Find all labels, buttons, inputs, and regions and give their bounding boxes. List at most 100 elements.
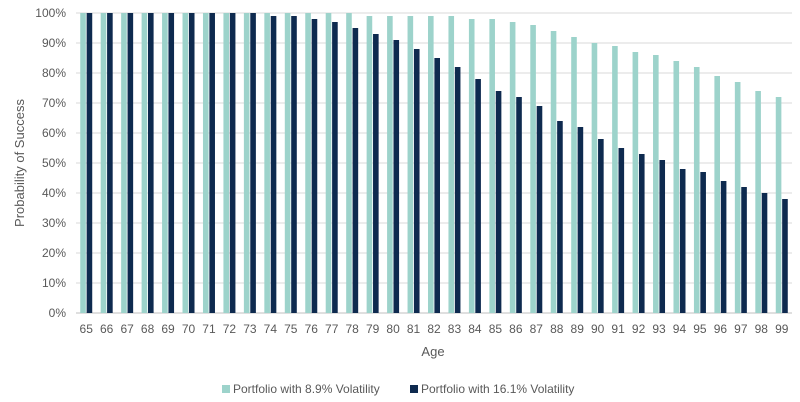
y-tick-label: 80% bbox=[42, 66, 66, 80]
x-tick-label: 66 bbox=[100, 322, 114, 336]
x-tick-label: 74 bbox=[264, 322, 278, 336]
bar-series-1 bbox=[387, 16, 393, 313]
x-tick-label: 67 bbox=[120, 322, 134, 336]
x-axis-title: Age bbox=[421, 344, 444, 359]
bars bbox=[80, 13, 788, 313]
bar-series-1 bbox=[141, 13, 148, 313]
bar-series-1 bbox=[264, 13, 270, 313]
bar-series-2 bbox=[311, 19, 318, 313]
x-tick-label: 69 bbox=[161, 322, 175, 336]
bar-series-2 bbox=[332, 22, 338, 313]
x-tick-label: 77 bbox=[325, 322, 339, 336]
x-tick-label: 87 bbox=[530, 322, 544, 336]
x-tick-label: 88 bbox=[550, 322, 564, 336]
bar-series-2 bbox=[373, 34, 379, 313]
bar-series-2 bbox=[127, 13, 134, 313]
bar-series-1 bbox=[591, 43, 598, 313]
bar-series-2 bbox=[454, 67, 461, 313]
x-tick-label: 68 bbox=[141, 322, 155, 336]
bar-series-2 bbox=[168, 13, 175, 313]
x-tick-label: 98 bbox=[755, 322, 769, 336]
bar-series-1 bbox=[243, 13, 250, 313]
bar-series-1 bbox=[673, 61, 680, 313]
y-tick-label: 30% bbox=[42, 216, 66, 230]
bar-series-2 bbox=[86, 13, 93, 313]
x-tick-label: 92 bbox=[632, 322, 646, 336]
bar-series-2 bbox=[291, 16, 297, 313]
bar-series-2 bbox=[352, 28, 359, 313]
bar-series-1 bbox=[448, 16, 455, 313]
x-tick-label: 85 bbox=[489, 322, 503, 336]
x-tick-label: 84 bbox=[468, 322, 482, 336]
y-axis-ticks: 0% 10% 20% 30% 40% 50% 60% 70% 80% 90% 100% bbox=[35, 6, 66, 320]
x-tick-label: 95 bbox=[693, 322, 707, 336]
bar-series-2 bbox=[557, 121, 563, 313]
bar-series-2 bbox=[720, 181, 727, 313]
bar-series-1 bbox=[325, 13, 332, 313]
x-tick-label: 91 bbox=[611, 322, 625, 336]
bar-series-1 bbox=[489, 19, 495, 313]
bar-series-2 bbox=[516, 97, 522, 313]
bar-series-2 bbox=[598, 139, 604, 313]
x-tick-label: 78 bbox=[345, 322, 359, 336]
bar-series-1 bbox=[509, 22, 516, 313]
bar-series-1 bbox=[428, 16, 434, 313]
bar-series-1 bbox=[468, 19, 475, 313]
legend-label: Portfolio with 16.1% Volatility bbox=[421, 382, 574, 396]
bar-series-2 bbox=[495, 91, 502, 313]
legend-swatch bbox=[410, 385, 418, 393]
bar-series-1 bbox=[653, 55, 659, 313]
bar-series-1 bbox=[734, 82, 741, 313]
y-axis-title: Probability of Success bbox=[12, 99, 27, 227]
x-tick-label: 93 bbox=[652, 322, 666, 336]
x-tick-label: 97 bbox=[734, 322, 748, 336]
bar-series-2 bbox=[413, 49, 420, 313]
x-tick-label: 73 bbox=[243, 322, 257, 336]
x-tick-label: 81 bbox=[407, 322, 421, 336]
x-tick-label: 80 bbox=[386, 322, 400, 336]
bar-series-1 bbox=[632, 52, 639, 313]
bar-series-1 bbox=[693, 67, 700, 313]
bar-series-1 bbox=[182, 13, 189, 313]
bar-series-2 bbox=[536, 106, 543, 313]
bar-series-1 bbox=[612, 46, 618, 313]
x-axis-ticks: 65 66 67 68 69 70 71 72 73 74 75 76 77 78 79 80 81 82 83 84… bbox=[80, 322, 789, 336]
x-tick-label: 71 bbox=[202, 322, 216, 336]
bar-series-1 bbox=[80, 13, 86, 313]
bar-series-2 bbox=[107, 13, 113, 313]
bar-series-1 bbox=[305, 13, 311, 313]
bar-series-2 bbox=[618, 148, 625, 313]
bar-series-2 bbox=[577, 127, 584, 313]
bar-series-2 bbox=[209, 13, 215, 313]
x-tick-label: 86 bbox=[509, 322, 523, 336]
bar-series-2 bbox=[188, 13, 195, 313]
x-tick-label: 96 bbox=[714, 322, 728, 336]
bar-series-2 bbox=[475, 79, 481, 313]
bar-series-1 bbox=[755, 91, 761, 313]
bar-series-1 bbox=[571, 37, 577, 313]
x-tick-label: 75 bbox=[284, 322, 298, 336]
bar-series-1 bbox=[550, 31, 557, 313]
bar-series-2 bbox=[270, 16, 277, 313]
bar-series-1 bbox=[100, 13, 107, 313]
bar-series-1 bbox=[366, 16, 373, 313]
x-tick-label: 99 bbox=[775, 322, 789, 336]
x-tick-label: 79 bbox=[366, 322, 380, 336]
gridlines bbox=[76, 12, 792, 314]
y-tick-label: 100% bbox=[35, 6, 66, 20]
bar-series-2 bbox=[250, 13, 256, 313]
y-tick-label: 10% bbox=[42, 276, 66, 290]
x-tick-label: 94 bbox=[673, 322, 687, 336]
bar-series-1 bbox=[775, 97, 782, 313]
bar-series-2 bbox=[638, 154, 645, 313]
x-tick-label: 76 bbox=[305, 322, 319, 336]
y-tick-label: 0% bbox=[49, 306, 67, 320]
legend-swatch bbox=[222, 385, 230, 393]
bar-series-2 bbox=[782, 199, 788, 313]
bar-series-1 bbox=[121, 13, 127, 313]
y-tick-label: 20% bbox=[42, 246, 66, 260]
bar-series-1 bbox=[162, 13, 168, 313]
x-tick-label: 83 bbox=[448, 322, 462, 336]
